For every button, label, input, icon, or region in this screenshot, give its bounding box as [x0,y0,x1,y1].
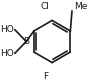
Text: HO: HO [0,49,14,58]
Text: HO: HO [0,25,14,34]
Text: B: B [23,37,29,46]
Text: F: F [43,72,48,81]
Text: Cl: Cl [41,2,50,11]
Text: Me: Me [74,2,88,11]
